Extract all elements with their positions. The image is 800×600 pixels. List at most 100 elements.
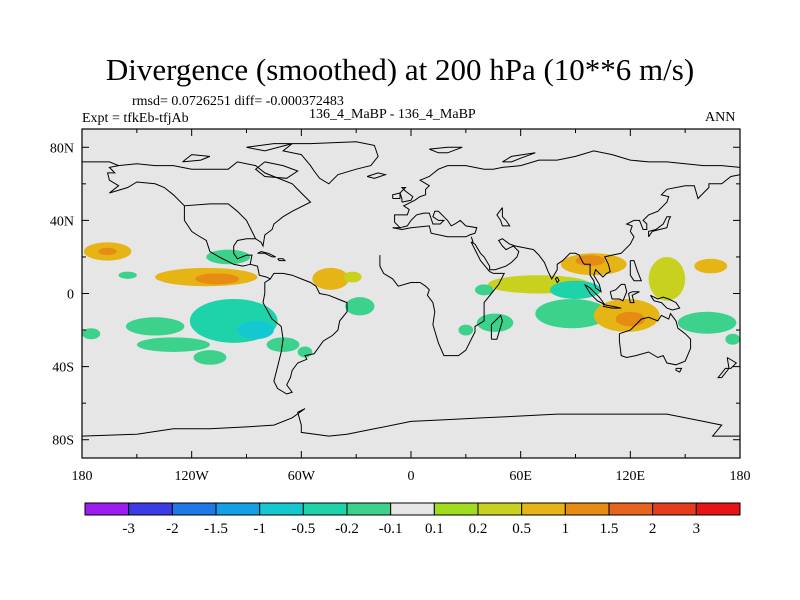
colorbar-swatch-6 [346, 502, 392, 516]
coastline-segment-16 [675, 367, 683, 373]
x-tick-label: 60W [288, 469, 316, 484]
coastline-segment-30 [277, 258, 287, 262]
y-tick-label: 80S [52, 434, 74, 449]
colorbar-label: 1 [562, 521, 570, 537]
coastline-segment-7 [471, 174, 740, 293]
divergence-negative-region-27 [677, 311, 737, 334]
colorbar-label: -2 [166, 521, 179, 537]
colorbar-swatch-0 [84, 502, 130, 516]
coastline-segment-12 [609, 283, 628, 302]
colorbar-label: -1 [253, 521, 266, 537]
divergence-negative-region-11 [82, 328, 101, 340]
divergence-negative-region-12 [266, 337, 300, 352]
colorbar-label: -1.5 [204, 521, 228, 537]
x-tick-label: 60E [509, 469, 532, 484]
colorbar-swatch-14 [695, 502, 741, 516]
contour-layer [82, 242, 740, 365]
experiment-label: Expt = tfkEb-tfjAb [82, 111, 189, 126]
colorbar-swatch-3 [215, 502, 261, 516]
coastline-segment-24 [254, 161, 299, 179]
coastline-layer [82, 141, 740, 437]
colorbar-swatch-8 [433, 502, 479, 516]
colorbar-swatch-2 [171, 502, 217, 516]
colorbar-swatch-12 [608, 502, 654, 516]
colorbar-swatch-11 [564, 502, 610, 516]
coastline-segment-25 [182, 154, 211, 163]
divergence-negative-region-14 [345, 297, 375, 316]
x-tick-label: 120W [175, 469, 210, 484]
coastline-segment-13 [628, 291, 640, 304]
divergence-negative-region-7 [125, 317, 185, 336]
colorbar-label: -0.1 [379, 521, 403, 537]
y-tick-label: 40N [50, 214, 74, 229]
divergence-negative-region-6 [237, 320, 274, 340]
colorbar-swatch-7 [390, 502, 435, 516]
coastline-segment-14 [649, 294, 681, 311]
divergence-negative-region-10 [193, 350, 227, 365]
coastline-segment-19 [629, 260, 643, 282]
colorbar-swatch-1 [128, 502, 173, 516]
coastline-segment-15 [618, 312, 692, 366]
colorbar-label: 0.5 [512, 521, 531, 537]
coastline-segment-6 [379, 236, 506, 357]
coastline-segment-29 [257, 250, 276, 258]
divergence-positive-region-15 [343, 271, 362, 283]
colorbar-label: 3 [693, 521, 701, 537]
divergence-negative-region-8 [136, 337, 210, 352]
divergence-negative-region-2 [118, 271, 137, 279]
coastline-segment-26 [246, 143, 293, 152]
divergence-negative-region-28 [725, 333, 740, 345]
coastline-segment-11 [602, 304, 622, 309]
coastline-segment-4 [392, 150, 740, 229]
colorbar-swatch-10 [521, 502, 566, 516]
divergence-negative-region-30 [458, 324, 474, 336]
y-tick-label: 80N [50, 141, 74, 156]
coastline-segment-22 [392, 192, 401, 199]
coastline-segment-0 [82, 161, 348, 395]
season-label: ANN [705, 110, 736, 125]
colorbar-swatch-13 [652, 502, 697, 516]
divergence-positive-region-13 [312, 267, 349, 290]
divergence-positive-region-21 [575, 255, 605, 267]
colorbar-label: -0.2 [335, 521, 359, 537]
coastline-segment-17 [717, 357, 738, 379]
colorbar-swatch-5 [302, 502, 348, 516]
plot-background [82, 129, 740, 458]
divergence-negative-region-25 [476, 313, 514, 332]
colorbar-swatch-9 [477, 502, 523, 516]
divergence-positive-region-24 [615, 311, 645, 327]
coastline-segment-23 [366, 172, 388, 179]
coastline-segment-5 [392, 210, 478, 238]
x-tick-label: 120E [616, 469, 646, 484]
colorbar-label: -3 [122, 521, 135, 537]
divergence-negative-region-19 [535, 298, 609, 329]
x-axis: 180 120W 60W 0 60E 120E 180 [72, 129, 751, 484]
colorbar-label: 2 [649, 521, 657, 537]
coastline-segment-18 [490, 314, 503, 340]
colorbar-label: 0.1 [425, 521, 444, 537]
divergence-negative-region-9 [206, 249, 251, 265]
coastline-segment-21 [399, 187, 414, 203]
coastline-segment-9 [648, 216, 672, 238]
divergence-negative-region-29 [474, 284, 494, 296]
divergence-positive-region-1 [98, 247, 117, 256]
divergence-positive-region-4 [195, 273, 240, 285]
divergence-positive-region-26 [694, 258, 728, 274]
chart-title: Divergence (smoothed) at 200 hPa (10**6 … [105, 52, 695, 87]
coastline-segment-1 [183, 203, 257, 267]
stats-label: rmsd= 0.0726251 diff= -0.000372483 [132, 94, 344, 109]
coastline-segment-31 [554, 276, 560, 284]
divergence-negative-region-18 [549, 280, 602, 299]
colorbar-label: 0.2 [469, 521, 488, 537]
coastline-segment-8 [496, 207, 511, 227]
divergence-positive-region-22 [648, 256, 686, 301]
x-tick-label: 180 [72, 469, 93, 484]
coastline-segment-3 [281, 141, 379, 185]
colorbar-swatch-4 [259, 502, 304, 516]
y-tick-label: 0 [67, 288, 74, 303]
y-axis: 80N 40N 0 40S 80S [50, 141, 740, 449]
colorbar-label: 1.5 [600, 521, 619, 537]
coastline-segment-20 [82, 408, 740, 437]
colorbar-label: -0.5 [291, 521, 315, 537]
